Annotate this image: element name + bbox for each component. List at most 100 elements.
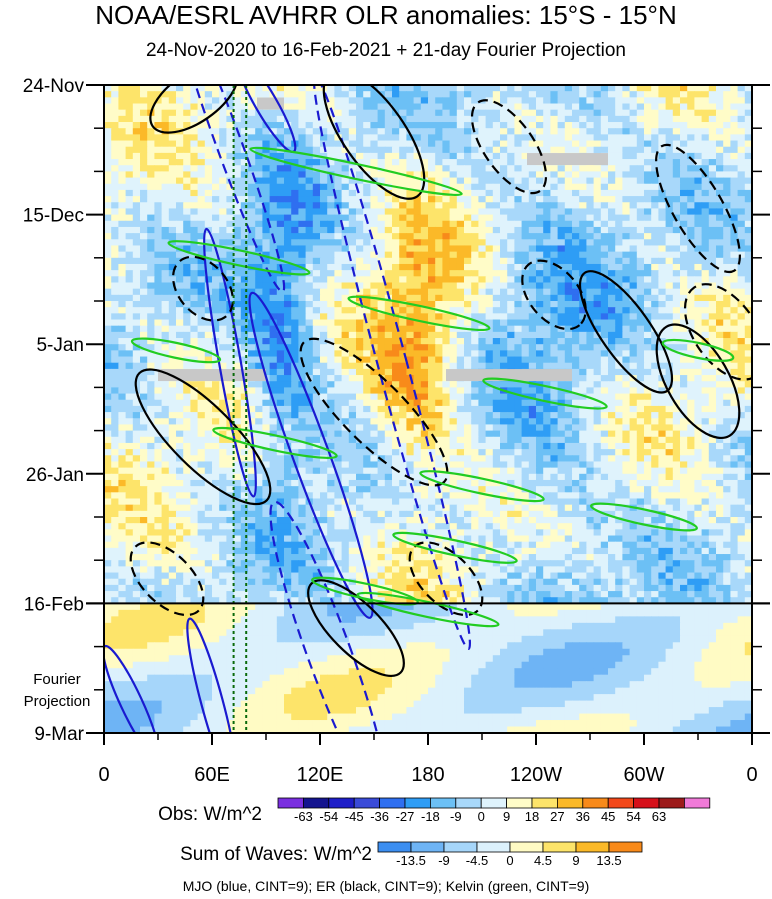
olr-cell bbox=[334, 307, 343, 314]
olr-cell bbox=[564, 282, 573, 290]
olr-cell bbox=[420, 85, 429, 92]
olr-cell bbox=[737, 313, 746, 321]
olr-cell bbox=[593, 220, 602, 228]
olr-cell bbox=[233, 251, 242, 259]
olr-cell bbox=[708, 171, 717, 179]
olr-cell bbox=[219, 313, 227, 321]
olr-cell bbox=[521, 183, 530, 191]
olr-cell bbox=[492, 356, 501, 364]
olr-cell bbox=[125, 282, 134, 290]
olr-cell bbox=[471, 183, 479, 191]
olr-cell bbox=[435, 109, 443, 117]
olr-cell bbox=[658, 344, 667, 351]
olr-cell bbox=[636, 282, 645, 290]
olr-cell bbox=[629, 288, 638, 296]
olr-cell bbox=[305, 282, 314, 290]
olr-cell bbox=[543, 418, 551, 426]
olr-cell bbox=[111, 109, 119, 117]
olr-cell bbox=[564, 122, 573, 129]
olr-cell bbox=[420, 245, 429, 253]
olr-cell bbox=[291, 91, 299, 98]
olr-cell bbox=[600, 344, 609, 351]
olr-cell bbox=[737, 214, 746, 222]
olr-cell bbox=[341, 177, 350, 185]
olr-cell bbox=[147, 375, 155, 382]
olr-cell bbox=[464, 115, 472, 123]
olr-cell bbox=[694, 313, 703, 321]
olr-cell bbox=[248, 103, 256, 111]
olr-cell bbox=[622, 375, 631, 382]
olr-cell bbox=[305, 368, 314, 376]
olr-cell bbox=[298, 146, 307, 154]
olr-cell bbox=[572, 91, 580, 98]
olr-cell bbox=[485, 202, 494, 210]
olr-cell bbox=[327, 122, 335, 129]
olr-cell bbox=[312, 362, 321, 370]
olr-cell bbox=[644, 177, 652, 185]
olr-cell bbox=[161, 424, 170, 432]
olr-cell bbox=[672, 152, 681, 160]
olr-cell bbox=[384, 418, 393, 426]
olr-cell bbox=[413, 202, 422, 210]
olr-cell bbox=[212, 276, 220, 284]
olr-cell bbox=[356, 375, 364, 382]
olr-cell bbox=[125, 152, 134, 160]
olr-cell bbox=[672, 122, 681, 129]
olr-cell bbox=[471, 159, 479, 166]
olr-cell bbox=[111, 183, 119, 191]
olr-cell bbox=[291, 375, 299, 382]
olr-cell bbox=[276, 159, 285, 166]
olr-cell bbox=[500, 344, 508, 351]
olr-cell bbox=[212, 418, 220, 426]
olr-cell bbox=[550, 233, 559, 240]
olr-cell bbox=[665, 393, 674, 401]
olr-cell bbox=[204, 134, 213, 142]
olr-cell bbox=[723, 109, 731, 117]
olr-cell bbox=[507, 387, 515, 395]
olr-cell bbox=[456, 301, 465, 308]
olr-cell bbox=[687, 97, 695, 105]
olr-cell bbox=[348, 405, 357, 413]
olr-cell bbox=[305, 103, 314, 111]
olr-cell bbox=[557, 85, 566, 92]
olr-cell bbox=[377, 202, 386, 210]
olr-cell bbox=[305, 319, 314, 327]
olr-cell bbox=[413, 152, 422, 160]
olr-cell bbox=[723, 159, 731, 166]
olr-cell bbox=[449, 257, 458, 265]
olr-cell bbox=[147, 368, 155, 376]
olr-cell bbox=[687, 140, 695, 148]
olr-cell bbox=[528, 418, 537, 426]
olr-cell bbox=[212, 208, 220, 216]
olr-cell bbox=[672, 350, 681, 358]
olr-cell bbox=[204, 282, 213, 290]
olr-cell bbox=[644, 362, 652, 370]
olr-cell bbox=[672, 288, 681, 296]
olr-cell bbox=[723, 245, 731, 253]
olr-cell bbox=[428, 177, 436, 185]
olr-cell bbox=[132, 159, 141, 166]
olr-cell bbox=[608, 214, 616, 222]
olr-cell bbox=[197, 405, 206, 413]
olr-cell bbox=[248, 381, 256, 388]
olr-cell bbox=[730, 152, 739, 160]
olr-cell bbox=[435, 214, 443, 222]
olr-cell bbox=[680, 109, 688, 117]
olr-cell bbox=[140, 165, 148, 172]
olr-cell bbox=[528, 412, 537, 419]
olr-cell bbox=[456, 115, 465, 123]
olr-cell bbox=[305, 331, 314, 339]
olr-cell bbox=[356, 381, 364, 388]
olr-cell bbox=[363, 220, 371, 228]
olr-cell bbox=[406, 91, 415, 98]
olr-cell bbox=[701, 288, 710, 296]
olr-cell bbox=[744, 165, 752, 172]
olr-cell bbox=[219, 245, 227, 253]
olr-cell bbox=[492, 331, 501, 339]
olr-cell bbox=[327, 356, 335, 364]
olr-cell bbox=[586, 103, 595, 111]
olr-cell bbox=[536, 140, 544, 148]
olr-cell bbox=[608, 152, 616, 160]
olr-cell bbox=[356, 270, 364, 277]
olr-cell bbox=[672, 251, 681, 259]
